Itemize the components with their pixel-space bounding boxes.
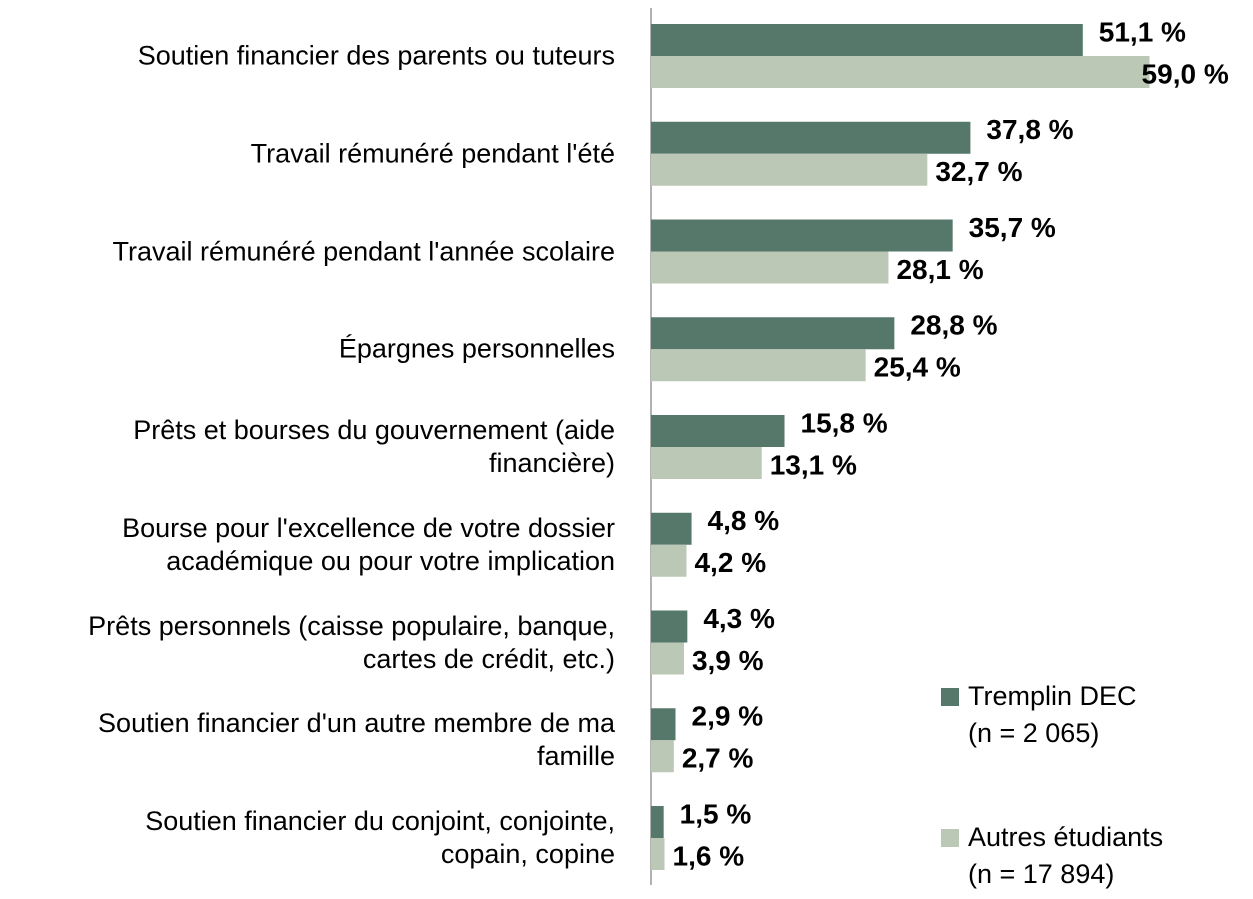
value-label: 15,8 % <box>801 407 888 438</box>
bar <box>651 838 665 870</box>
bar <box>651 251 889 284</box>
legend-label: Autres étudiants (n = 17 894) <box>968 822 1164 889</box>
bar <box>651 512 692 545</box>
value-label: 37,8 % <box>986 114 1073 145</box>
bar <box>651 740 674 773</box>
value-label: 4,3 % <box>703 603 775 634</box>
category-label: Épargnes personnelles <box>338 333 615 364</box>
category-label: Soutien financier d'un autre membre de m… <box>98 708 615 772</box>
category-label: Prêts et bourses du gouvernement (aide f… <box>133 415 615 478</box>
value-label: 3,9 % <box>692 645 764 676</box>
value-label: 28,8 % <box>910 310 997 341</box>
bar <box>651 121 971 154</box>
bar <box>651 415 785 447</box>
category-label: Soutien financier du conjoint, conjointe… <box>145 806 615 869</box>
bar <box>651 806 664 838</box>
category-label: Bourse pour l'excellence de votre dossie… <box>122 512 615 576</box>
value-label: 4,2 % <box>694 547 766 578</box>
category-label: Soutien financier des parents ou tuteurs <box>137 40 615 71</box>
bar <box>651 317 895 350</box>
value-label: 4,8 % <box>708 505 780 536</box>
value-label: 51,1 % <box>1099 16 1186 47</box>
legend-label: Tremplin DEC (n = 2 065) <box>968 681 1137 748</box>
bar <box>651 447 762 479</box>
bar <box>651 56 1150 88</box>
bar <box>651 544 687 577</box>
value-label: 28,1 % <box>896 254 983 285</box>
category-label: Travail rémunéré pendant l'été <box>250 138 615 169</box>
bar <box>651 708 676 741</box>
value-label: 35,7 % <box>969 212 1056 243</box>
category-label: Prêts personnels (caisse populaire, banq… <box>88 610 615 674</box>
value-label: 13,1 % <box>770 449 857 480</box>
legend-swatch <box>941 829 959 847</box>
value-label: 2,9 % <box>692 701 764 732</box>
value-label: 59,0 % <box>1142 58 1229 89</box>
bar <box>651 153 928 186</box>
value-label: 25,4 % <box>874 352 961 383</box>
bar <box>651 610 688 643</box>
bar <box>651 642 684 675</box>
value-label: 1,5 % <box>680 798 752 829</box>
bar <box>651 24 1083 56</box>
value-label: 1,6 % <box>673 840 745 871</box>
bar <box>651 349 866 382</box>
legend-swatch <box>941 688 959 706</box>
bar <box>651 219 953 252</box>
category-label: Travail rémunéré pendant l'année scolair… <box>112 236 615 266</box>
value-label: 2,7 % <box>682 743 754 774</box>
value-label: 32,7 % <box>935 156 1022 187</box>
